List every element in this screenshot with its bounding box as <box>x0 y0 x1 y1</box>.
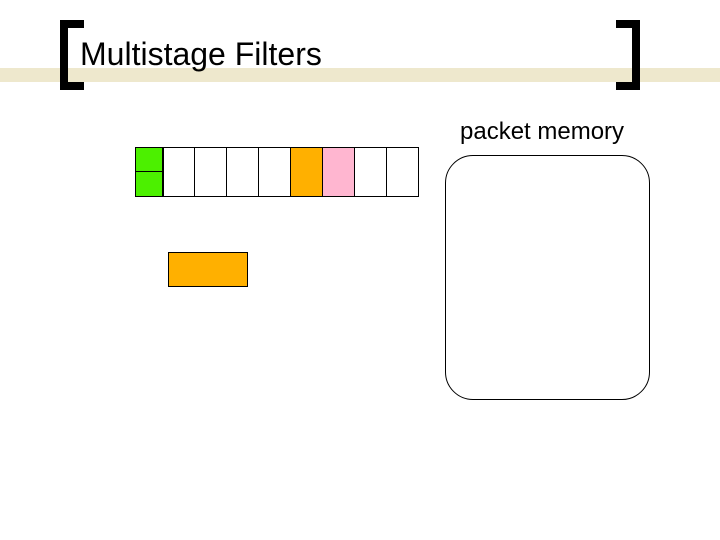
filter-cell <box>227 147 259 197</box>
filter-cell <box>387 147 419 197</box>
filter-cell <box>163 147 195 197</box>
slide-title: Multistage Filters <box>80 36 322 73</box>
green-stack-cell <box>135 147 163 172</box>
packet-rect <box>168 252 248 287</box>
filter-row <box>163 147 419 197</box>
slide: Multistage Filters packet memory <box>0 0 720 540</box>
filter-cell <box>259 147 291 197</box>
filter-cell <box>195 147 227 197</box>
memory-box <box>445 155 650 400</box>
filter-cell <box>355 147 387 197</box>
green-stack <box>135 147 163 197</box>
green-stack-cell <box>135 172 163 197</box>
memory-label: packet memory <box>460 118 624 146</box>
filter-cell <box>291 147 323 197</box>
filter-cell <box>323 147 355 197</box>
